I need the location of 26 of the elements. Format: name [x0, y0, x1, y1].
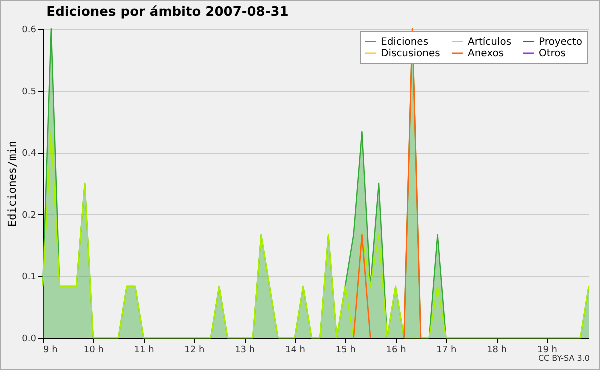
y-tick-label: 0.2 [22, 210, 36, 221]
legend-label: Artículos [468, 36, 512, 48]
x-tick-label: 9 h [44, 346, 58, 356]
x-tick-label: 18 h [487, 346, 508, 356]
text: CC BY-SA 3.0 [538, 354, 590, 363]
x-tick-label: 14 h [285, 346, 306, 356]
legend-label: Otros [539, 48, 566, 60]
legend-label: Anexos [468, 48, 504, 60]
chart-title: Ediciones por ámbito 2007-08-31 [46, 5, 289, 20]
legend-label: Discusiones [381, 48, 440, 60]
legend-label: Ediciones [381, 36, 429, 48]
y-tick-label: 0.4 [22, 149, 37, 160]
y-axis-title: Ediciones/min [6, 140, 20, 228]
x-tick-label: 19 h [537, 346, 558, 356]
x-tick-label: 11 h [134, 346, 154, 356]
y-tick-label: 0.1 [22, 272, 36, 283]
x-tick-label: 15 h [336, 346, 356, 356]
x-tick-label: 12 h [184, 346, 205, 356]
x-tick-label: 16 h [386, 346, 406, 356]
y-tick-label: 0.6 [22, 26, 37, 36]
y-tick-label: 0.0 [22, 334, 37, 344]
x-tick-label: 13 h [235, 346, 256, 356]
y-tick-label: 0.5 [22, 87, 36, 98]
legend-label: Proyecto [539, 36, 582, 48]
x-tick-label: 17 h [436, 346, 457, 356]
x-tick-label: 10 h [84, 346, 104, 356]
